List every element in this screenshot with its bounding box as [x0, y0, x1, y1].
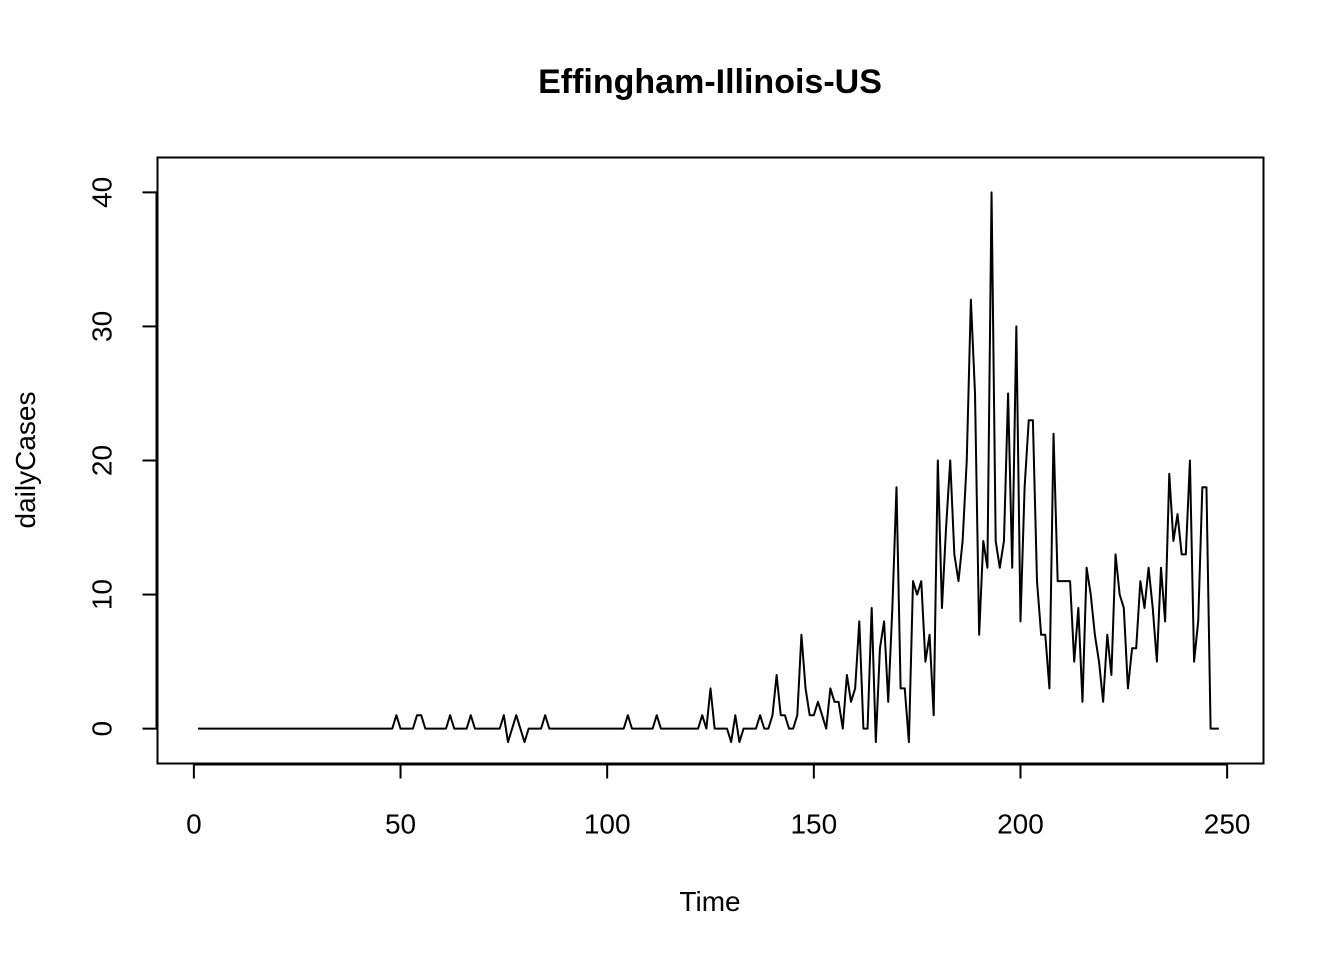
series-line	[198, 191, 1219, 744]
x-axis-title: Time	[679, 886, 740, 917]
x-tick-label: 0	[186, 809, 202, 840]
y-tick-label: 10	[87, 579, 118, 610]
y-tick-label: 40	[87, 177, 118, 208]
x-tick-label: 150	[790, 809, 837, 840]
x-tick-label: 200	[997, 809, 1044, 840]
x-tick-label: 50	[385, 809, 416, 840]
y-tick-label: 0	[87, 721, 118, 737]
plot-frame	[156, 156, 1265, 765]
y-tick-label: 20	[87, 445, 118, 476]
series-layer	[198, 191, 1219, 744]
y-axis-title: dailyCases	[10, 392, 41, 529]
x-tick-label: 250	[1204, 809, 1251, 840]
x-tick-label: 100	[584, 809, 631, 840]
x-axis: 0 50 100 150 200 250	[186, 763, 1251, 840]
y-axis: 0 10 20 30 40	[87, 177, 158, 737]
y-tick-label: 30	[87, 311, 118, 342]
chart-title: Effingham-Illinois-US	[538, 63, 882, 101]
